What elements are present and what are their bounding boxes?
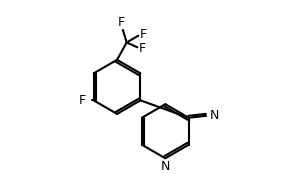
Text: F: F: [138, 42, 145, 55]
Text: F: F: [140, 28, 147, 41]
Text: F: F: [117, 16, 124, 29]
Text: N: N: [210, 109, 219, 122]
Text: N: N: [161, 160, 170, 173]
Text: F: F: [79, 94, 86, 107]
